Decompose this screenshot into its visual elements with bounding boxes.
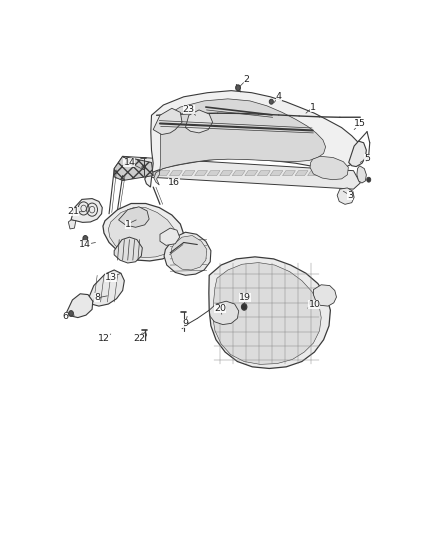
Polygon shape xyxy=(357,166,366,183)
Text: 21: 21 xyxy=(67,207,84,216)
Polygon shape xyxy=(310,156,348,180)
Text: 16: 16 xyxy=(168,179,180,188)
Text: 8: 8 xyxy=(94,293,107,302)
Polygon shape xyxy=(270,171,283,175)
Text: 22: 22 xyxy=(133,333,145,343)
Polygon shape xyxy=(349,141,366,166)
Polygon shape xyxy=(108,207,177,257)
Polygon shape xyxy=(119,171,132,175)
Polygon shape xyxy=(145,91,362,187)
Polygon shape xyxy=(114,156,153,181)
Polygon shape xyxy=(258,171,270,175)
Text: 2: 2 xyxy=(240,75,250,86)
Polygon shape xyxy=(333,171,346,175)
Text: 1: 1 xyxy=(125,220,136,229)
Polygon shape xyxy=(157,171,170,175)
Polygon shape xyxy=(154,99,325,185)
Polygon shape xyxy=(171,236,207,270)
Polygon shape xyxy=(207,171,220,175)
Polygon shape xyxy=(160,228,180,245)
Polygon shape xyxy=(307,171,321,175)
Polygon shape xyxy=(164,232,211,276)
Circle shape xyxy=(367,177,371,182)
Polygon shape xyxy=(87,270,124,306)
Polygon shape xyxy=(212,263,321,365)
Polygon shape xyxy=(153,108,182,134)
Polygon shape xyxy=(314,285,336,306)
Text: 12: 12 xyxy=(98,334,111,343)
Circle shape xyxy=(309,301,313,305)
Circle shape xyxy=(236,85,240,91)
Polygon shape xyxy=(194,171,208,175)
Text: 9: 9 xyxy=(183,317,188,328)
Polygon shape xyxy=(119,207,149,227)
Polygon shape xyxy=(132,171,145,175)
Polygon shape xyxy=(67,294,93,318)
Polygon shape xyxy=(283,171,295,175)
Text: 15: 15 xyxy=(354,119,366,130)
Circle shape xyxy=(241,304,247,310)
Polygon shape xyxy=(182,171,195,175)
Text: 10: 10 xyxy=(307,300,321,309)
Circle shape xyxy=(83,236,88,241)
Text: 6: 6 xyxy=(62,312,74,321)
Text: 1: 1 xyxy=(306,102,316,113)
Polygon shape xyxy=(232,171,245,175)
Polygon shape xyxy=(114,156,360,189)
Polygon shape xyxy=(209,257,330,368)
Text: 3: 3 xyxy=(343,191,353,200)
Circle shape xyxy=(269,99,273,104)
Polygon shape xyxy=(295,171,308,175)
Circle shape xyxy=(69,311,74,317)
Polygon shape xyxy=(209,301,239,325)
Text: 23: 23 xyxy=(183,104,196,115)
Text: 13: 13 xyxy=(105,273,121,282)
Text: 5: 5 xyxy=(360,154,370,163)
Polygon shape xyxy=(220,171,233,175)
Polygon shape xyxy=(245,171,258,175)
Polygon shape xyxy=(103,204,184,261)
Polygon shape xyxy=(185,110,212,133)
Polygon shape xyxy=(320,171,333,175)
Text: 4: 4 xyxy=(274,92,282,103)
Text: 14: 14 xyxy=(124,158,141,168)
Text: 14: 14 xyxy=(79,240,95,249)
Polygon shape xyxy=(145,171,157,175)
Polygon shape xyxy=(304,296,318,311)
Text: 20: 20 xyxy=(215,304,226,314)
Polygon shape xyxy=(114,237,142,263)
Polygon shape xyxy=(68,220,76,229)
Polygon shape xyxy=(170,171,182,175)
Polygon shape xyxy=(337,188,354,204)
Text: 19: 19 xyxy=(239,293,251,305)
Polygon shape xyxy=(71,199,102,222)
